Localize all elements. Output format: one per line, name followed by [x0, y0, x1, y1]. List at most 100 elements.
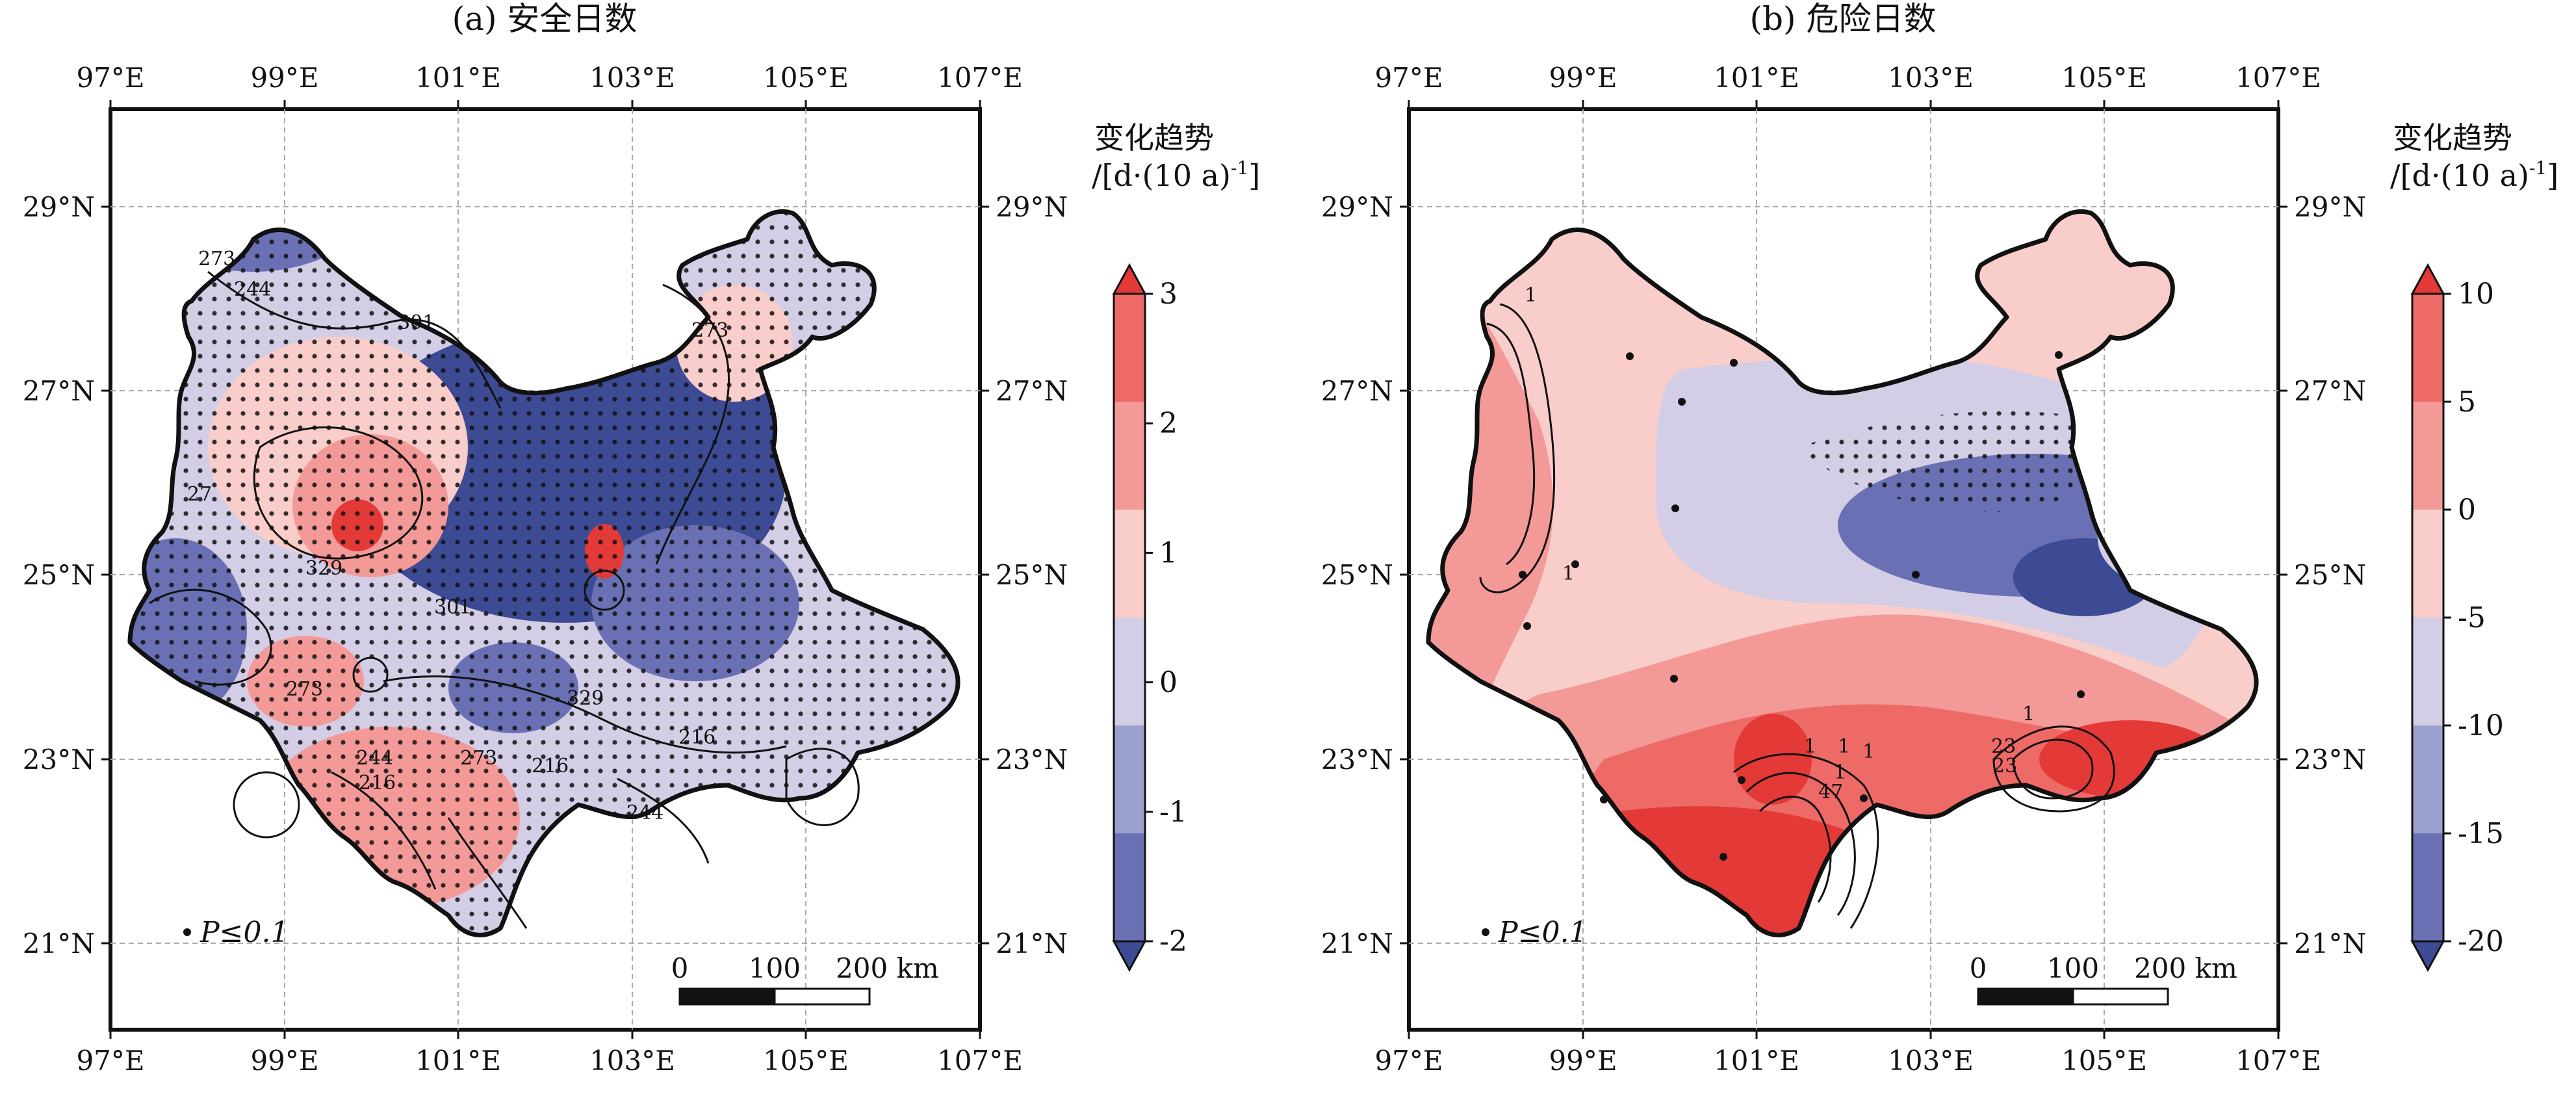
contour-label: 1: [2022, 703, 2035, 725]
contour-label: 301: [398, 311, 435, 334]
colorbar-tick-label: 0: [1159, 666, 1178, 699]
x-tick-bottom: 101°E: [1714, 1045, 1799, 1076]
x-tick-bottom: 103°E: [1888, 1045, 1974, 1076]
scale-end-label: 200 km: [836, 952, 939, 984]
contour-label: 1: [1804, 735, 1816, 758]
x-tick-bottom: 107°E: [937, 1045, 1023, 1076]
significance-dot: [183, 928, 191, 936]
colorbar-tick-label: 2: [1159, 407, 1178, 440]
contour-label: 244: [356, 747, 393, 770]
panel-a-tick-labels: 97°E 99°E 101°E 103°E 105°E 107°E 97°E 9…: [23, 62, 1068, 1076]
x-tick-top: 103°E: [1888, 62, 1974, 94]
panel-b-stations: [1519, 351, 2085, 861]
x-tick-bottom: 107°E: [2235, 1045, 2321, 1076]
y-tick-right: 29°N: [996, 191, 1068, 223]
contour-label: 329: [567, 687, 604, 710]
x-tick-bottom: 103°E: [589, 1045, 675, 1076]
contour-label: 329: [305, 557, 342, 580]
y-tick-left: 25°N: [1321, 559, 1393, 591]
contour-label: 273: [286, 678, 323, 701]
colorbar-band: [1114, 510, 1145, 618]
scale-bar-b: 0 100 200 km: [1970, 952, 2237, 1006]
colorbar-band: [2412, 833, 2443, 941]
x-tick-bottom: 101°E: [415, 1045, 501, 1076]
x-tick-bottom: 97°E: [76, 1045, 144, 1076]
province-outline-b: [1426, 209, 2259, 937]
colorbar-tick-label: -5: [2458, 601, 2486, 634]
y-tick-right: 27°N: [996, 375, 1068, 407]
contour-label: 27: [187, 483, 212, 506]
contour-label: 273: [460, 747, 497, 770]
y-tick-right: 25°N: [2294, 559, 2366, 591]
y-tick-left: 27°N: [1321, 375, 1393, 407]
colorbar-extend-bottom: [1112, 940, 1147, 972]
colorbar-unit: /[d·(10 a)-1]: [2390, 157, 2558, 193]
x-tick-top: 105°E: [763, 62, 849, 94]
x-tick-top: 101°E: [1714, 62, 1799, 94]
colorbar-tick-label: 5: [2458, 385, 2476, 419]
significance-label: P≤0.1: [1498, 916, 1587, 949]
y-tick-right: 23°N: [996, 744, 1068, 776]
colorbar-extend-top: [1112, 263, 1147, 295]
colorbar-tick-label: -20: [2458, 925, 2504, 958]
colorbar-unit: /[d·(10 a)-1]: [1092, 157, 1260, 193]
contour-label: 47: [1818, 781, 1843, 803]
colorbar-band: [2412, 510, 2443, 618]
x-tick-top: 101°E: [415, 62, 501, 94]
province-outline-a: [127, 209, 960, 937]
colorbar-band: [1114, 833, 1145, 941]
y-tick-right: 25°N: [996, 559, 1068, 591]
colorbar-a: 变化趋势 /[d·(10 a)-1] 3 2 1 0 -1 -2: [1092, 120, 1260, 972]
contour-label: 244: [626, 802, 663, 824]
panel-b-tick-labels: 97°E 99°E 101°E 103°E 105°E 107°E 97°E 9…: [1321, 62, 2366, 1076]
x-tick-bottom: 105°E: [2061, 1045, 2147, 1076]
scale-tick: 100: [2047, 952, 2099, 984]
panel-b: (b) 危险日数: [1321, 0, 2558, 1076]
y-tick-left: 25°N: [23, 559, 95, 591]
scale-tick: 0: [671, 952, 689, 984]
y-tick-left: 29°N: [23, 191, 95, 223]
colorbar-tick-label: 10: [2458, 278, 2494, 311]
colorbar-band: [2412, 618, 2443, 725]
scale-tick: 0: [1970, 952, 1987, 984]
panel-b-title: (b) 危险日数: [1750, 0, 1937, 38]
contour-label: 1: [1862, 740, 1875, 763]
x-tick-top: 97°E: [1374, 62, 1443, 94]
x-tick-top: 107°E: [937, 62, 1023, 94]
colorbar-band: [1114, 618, 1145, 725]
contour-label: 216: [359, 772, 396, 794]
contour-label: 23: [1992, 755, 2017, 777]
colorbar-tick-label: 1: [1159, 536, 1178, 569]
x-tick-bottom: 99°E: [250, 1045, 318, 1076]
colorbar-title: 变化趋势: [1094, 120, 1214, 155]
panel-a: (a) 安全日数: [23, 0, 1260, 1076]
colorbar-tick-label: -2: [1159, 925, 1187, 958]
y-tick-left: 21°N: [1321, 928, 1393, 959]
y-tick-left: 23°N: [23, 744, 95, 776]
y-tick-right: 23°N: [2294, 744, 2366, 776]
scale-tick: 100: [749, 952, 801, 984]
colorbar-band: [2412, 402, 2443, 510]
contour-label: 301: [434, 596, 471, 619]
colorbar-ticks: 10 5 0 -5 -10 -15 -20: [2443, 278, 2504, 958]
colorbar-title: 变化趋势: [2393, 120, 2512, 155]
panel-b-contour-labels: 1 1 1 1 1 1 47 1 23 23: [1525, 284, 2035, 803]
colorbar-bands: [2410, 263, 2445, 972]
y-tick-left: 29°N: [1321, 191, 1393, 223]
panel-b-contours: [1479, 303, 2115, 929]
contour-label: 1: [1838, 735, 1850, 758]
colorbar-tick-label: -1: [1159, 796, 1187, 829]
scale-end-label: 200 km: [2134, 952, 2237, 984]
colorbar-extend-bottom: [2410, 940, 2445, 972]
y-tick-right: 21°N: [2294, 928, 2366, 959]
x-tick-bottom: 105°E: [763, 1045, 849, 1076]
x-tick-bottom: 99°E: [1549, 1045, 1617, 1076]
contour-label: 1: [1834, 761, 1846, 784]
x-tick-top: 103°E: [589, 62, 675, 94]
contour-label: 216: [532, 755, 569, 777]
colorbar-tick-label: -15: [2458, 817, 2504, 850]
y-tick-right: 27°N: [2294, 375, 2366, 407]
y-tick-right: 21°N: [996, 928, 1068, 959]
colorbar-b: 变化趋势 /[d·(10 a)-1] 10 5 0 -5 -10 -15 -20: [2390, 120, 2558, 972]
